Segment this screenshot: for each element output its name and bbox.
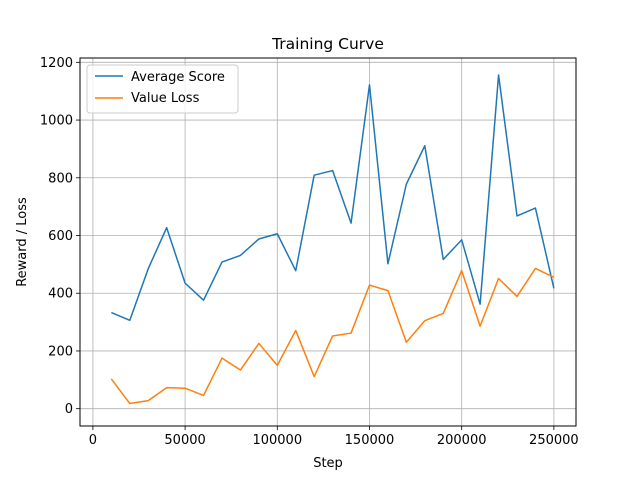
x-axis-label: Step	[313, 456, 343, 471]
x-tick-label: 200000	[437, 433, 487, 448]
y-tick-label: 1000	[40, 114, 73, 129]
chart-title: Training Curve	[271, 35, 384, 53]
x-tick-label: 250000	[529, 433, 579, 448]
y-tick-label: 0	[65, 402, 73, 417]
legend-label-value-loss: Value Loss	[131, 91, 200, 106]
y-tick-label: 1200	[40, 56, 73, 71]
x-tick-label: 100000	[252, 433, 302, 448]
y-tick-label: 400	[48, 287, 73, 302]
y-axis-label: Reward / Loss	[15, 197, 30, 287]
y-tick-label: 200	[48, 344, 73, 359]
series-lines	[110, 74, 555, 405]
axis-ticks: 0 50000 100000 150000 200000 250000 0 200 400 600…	[40, 56, 579, 448]
legend-label-average-score: Average Score	[131, 70, 225, 85]
series-line-value-loss	[110, 267, 555, 405]
x-tick-label: 50000	[164, 433, 205, 448]
x-tick-label: 150000	[345, 433, 395, 448]
y-tick-label: 600	[48, 229, 73, 244]
x-tick-label: 0	[89, 433, 97, 448]
legend: Average Score Value Loss	[86, 64, 239, 114]
y-tick-label: 800	[48, 171, 73, 186]
legend-box	[86, 64, 239, 114]
plot-frame	[79, 57, 577, 427]
series-line-average-score	[111, 74, 555, 322]
grid-lines	[80, 58, 576, 426]
